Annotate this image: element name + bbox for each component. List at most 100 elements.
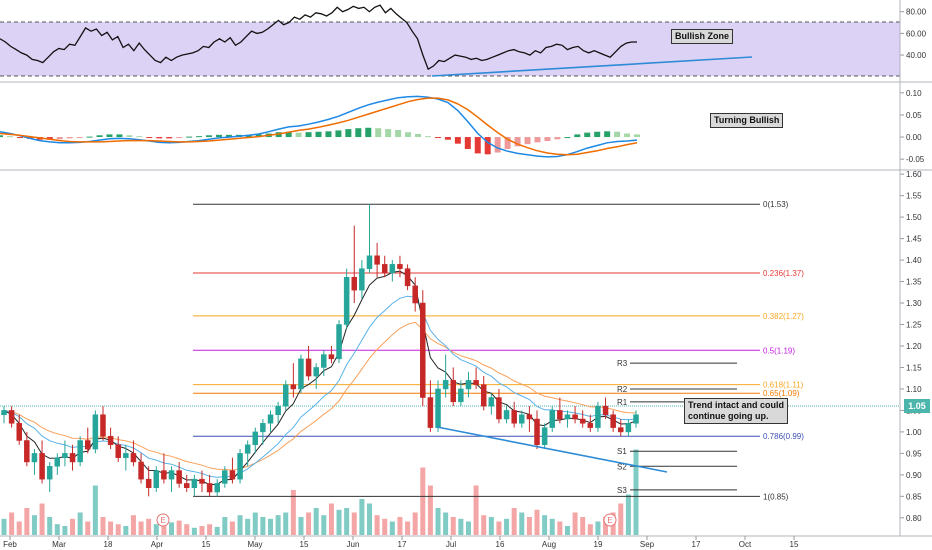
macd-line	[0, 95, 638, 158]
macd-histogram-bar	[325, 131, 332, 138]
volume-bar	[123, 526, 129, 535]
macd-histogram-bar	[136, 136, 143, 138]
candle-body	[176, 470, 182, 484]
macd-histogram-bar	[474, 137, 481, 154]
volume-bar	[481, 515, 487, 535]
price-tick-label: 1.25	[906, 321, 922, 330]
macd-histogram-bar	[444, 137, 451, 140]
candle-body	[54, 457, 61, 467]
macd-histogram-bar	[186, 136, 193, 138]
candle-body	[290, 384, 297, 390]
volume-bar	[39, 503, 45, 535]
candle-body	[214, 483, 220, 493]
volume-bar	[359, 499, 365, 535]
macd-histogram-bar	[96, 135, 103, 138]
volume-bar	[245, 518, 251, 535]
rsi-panel: 80.00 60.00 40.00	[0, 4, 927, 77]
rsi-trendline	[431, 56, 753, 77]
volume-bar	[488, 517, 494, 535]
macd-tick-label: 0.00	[906, 133, 922, 142]
bullish-zone-label: Bullish Zone	[671, 29, 733, 44]
candle-body	[381, 264, 388, 274]
candle-body	[183, 483, 190, 488]
candle-body	[138, 461, 144, 480]
price-tick-label: 0.85	[906, 492, 922, 501]
fib-level-label: 0.382(1.27)	[763, 312, 804, 321]
candle-body	[16, 423, 22, 441]
x-tick-label: May	[247, 540, 262, 549]
macd-histogram-bar	[355, 128, 362, 138]
price-tick-label: 1.50	[906, 213, 922, 222]
candle-body	[305, 358, 312, 377]
macd-histogram-bar	[196, 136, 203, 138]
fib-level-label: 0(1.53)	[763, 200, 789, 209]
x-tick-label: Jun	[347, 540, 360, 549]
macd-histogram-bar	[345, 129, 352, 138]
candle-body	[511, 410, 517, 424]
candle-body	[564, 414, 571, 420]
candle-body	[404, 268, 411, 287]
candle-body	[557, 410, 563, 420]
macd-histogram-bar	[126, 135, 133, 138]
candle-body	[69, 453, 76, 463]
volume-bar	[397, 517, 403, 535]
earnings-icon[interactable]	[603, 513, 617, 527]
price-tick-label: 0.80	[906, 514, 922, 523]
macd-histogram-bar	[56, 137, 63, 140]
pivot-label: S3	[617, 486, 627, 495]
price-tick-label: 1.60	[906, 170, 922, 179]
price-tick-label: 1.15	[906, 363, 922, 372]
candle-body	[549, 410, 555, 428]
price-tick-label: 1.30	[906, 299, 922, 308]
x-tick-label: Sep	[640, 540, 655, 549]
macd-tick-label: -0.05	[906, 155, 925, 164]
candle-body	[46, 466, 53, 480]
macd-histogram-bar	[634, 134, 640, 138]
candle-body	[321, 354, 327, 368]
volume-bar	[191, 527, 197, 535]
volume-bar	[321, 515, 327, 535]
fib-level-label: 0.786(0.99)	[763, 432, 804, 441]
volume-bar	[222, 517, 228, 535]
fib-level-label: 0.618(1.11)	[763, 381, 804, 390]
candle-body	[526, 414, 533, 420]
volume-bar	[534, 509, 540, 535]
price-tick-label: 0.95	[906, 449, 922, 458]
pivot-label: R1	[617, 398, 628, 407]
candle-body	[191, 478, 198, 488]
volume-bar	[24, 508, 30, 535]
candle-body	[267, 414, 274, 424]
volume-bar	[153, 524, 159, 535]
macd-histogram-bar	[604, 131, 611, 138]
pivot-levels: R3 R2 R1 S1 S2 S3	[617, 359, 737, 495]
x-tick-label: Apr	[151, 540, 164, 549]
volume-bar	[580, 517, 586, 535]
volume-bar	[435, 508, 441, 535]
candle-body	[397, 264, 403, 269]
macd-histogram-bar	[315, 131, 322, 138]
candle-body	[161, 470, 167, 480]
volume-bar	[77, 512, 83, 535]
macd-panel: 0.10 0.05 0.00 -0.05	[0, 89, 925, 164]
macd-histogram-bar	[206, 135, 213, 138]
macd-histogram-bar	[375, 128, 382, 138]
moving-average-mid	[3, 295, 637, 478]
volume-bar	[237, 515, 243, 535]
volume-bar	[130, 515, 136, 535]
volume-bar	[70, 518, 76, 535]
candle-body	[222, 470, 228, 484]
candle-body	[123, 453, 129, 458]
candle-body	[252, 431, 259, 446]
volume-bar	[199, 526, 205, 535]
volume-bar	[587, 524, 593, 535]
candle-body	[313, 367, 319, 377]
macd-histogram-bar	[86, 136, 93, 138]
earnings-icon[interactable]	[156, 513, 170, 527]
candle-body	[496, 397, 502, 420]
macd-histogram-bar	[225, 134, 232, 138]
price-tick-label: 1.55	[906, 192, 922, 201]
volume-bar	[306, 512, 312, 535]
macd-histogram-bar	[16, 137, 23, 139]
rsi-tick-label: 60.00	[906, 29, 927, 38]
